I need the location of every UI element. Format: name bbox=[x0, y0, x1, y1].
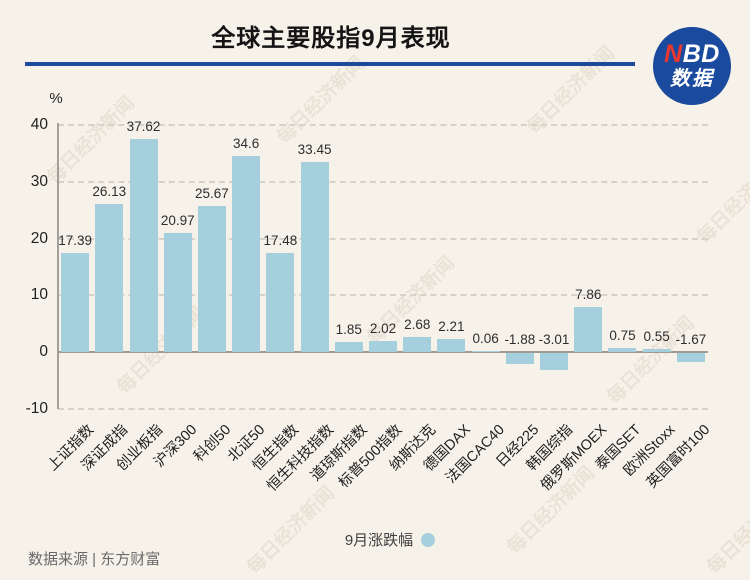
bar-value-label: 2.21 bbox=[438, 319, 465, 335]
bar-德国DAX bbox=[437, 339, 466, 352]
bar-value-label: -1.67 bbox=[675, 332, 707, 347]
y-axis-tick-label: 0 bbox=[39, 343, 48, 360]
nbd-logo: NBD 数据 bbox=[653, 27, 731, 105]
nbd-logo-n: N bbox=[664, 40, 683, 68]
bar-泰国SET bbox=[608, 347, 637, 352]
legend-marker-icon bbox=[421, 532, 436, 547]
bar-创业板指 bbox=[129, 138, 158, 352]
chart-title: 全球主要股指9月表现 bbox=[211, 25, 451, 52]
y-axis-tick-label: 30 bbox=[30, 172, 48, 190]
bar-沪深300 bbox=[163, 232, 192, 352]
bar-深证成指 bbox=[95, 203, 124, 352]
nbd-logo-bd: BD bbox=[682, 40, 720, 68]
gridline bbox=[58, 124, 708, 126]
title-divider bbox=[25, 62, 635, 66]
y-axis-tick-label: 10 bbox=[30, 286, 48, 304]
bar-韩国综指 bbox=[540, 353, 569, 371]
bar-日经225 bbox=[505, 353, 534, 364]
bar-道琼斯指数 bbox=[334, 341, 363, 352]
bar-英国富时100 bbox=[676, 353, 705, 363]
bar-value-label: 0.06 bbox=[472, 331, 499, 346]
bar-value-label: 26.13 bbox=[92, 183, 127, 199]
y-axis-tick-label: 40 bbox=[30, 116, 48, 133]
bar-value-label: 17.48 bbox=[263, 232, 298, 248]
nbd-logo-text: NBD bbox=[664, 41, 720, 67]
gridline bbox=[58, 180, 708, 183]
y-axis-unit-label: % bbox=[49, 90, 63, 107]
bar-科创50 bbox=[197, 206, 226, 352]
bar-value-label: 1.85 bbox=[335, 321, 362, 337]
legend-label: 9月涨跌幅 bbox=[344, 532, 414, 549]
gridline bbox=[58, 407, 708, 410]
bar-value-label: 20.97 bbox=[160, 212, 195, 228]
bar-value-label: 17.39 bbox=[58, 233, 92, 249]
bar-value-label: 34.6 bbox=[233, 135, 260, 151]
bar-value-label: 37.62 bbox=[126, 118, 161, 134]
bar-value-label: 33.45 bbox=[297, 142, 332, 158]
bar-恒生科技指数 bbox=[300, 162, 329, 352]
bar-value-label: 2.68 bbox=[404, 316, 431, 332]
nbd-logo-subtitle: 数据 bbox=[670, 68, 714, 90]
bar-北证50 bbox=[232, 155, 261, 352]
bar-value-label: 2.02 bbox=[369, 320, 397, 336]
bar-value-label: 25.67 bbox=[195, 186, 229, 202]
data-source: 数据来源 | 东方财富 bbox=[28, 551, 161, 568]
bar-value-label: 7.86 bbox=[575, 287, 602, 303]
legend: 9月涨跌幅 bbox=[0, 529, 750, 550]
gridline bbox=[58, 237, 708, 240]
bar-value-label: -1.88 bbox=[504, 332, 536, 347]
bar-纳斯达克 bbox=[403, 336, 432, 352]
bar-value-label: -3.01 bbox=[538, 332, 570, 347]
y-axis-tick-label: 20 bbox=[30, 229, 48, 247]
bar-法国CAC40 bbox=[471, 351, 500, 352]
bar-上证指数 bbox=[61, 253, 90, 352]
bar-value-label: 0.75 bbox=[609, 327, 636, 343]
y-axis-line bbox=[57, 123, 59, 409]
x-axis-category-label: 科创50 bbox=[190, 421, 235, 466]
y-axis-tick-label: -10 bbox=[25, 399, 48, 417]
bar-俄罗斯MOEX bbox=[574, 307, 603, 352]
bar-标普500指数 bbox=[369, 340, 397, 352]
bar-恒生指数 bbox=[266, 252, 295, 352]
gridline bbox=[58, 294, 708, 297]
bar-欧洲Stoxx bbox=[642, 348, 671, 352]
bar-value-label: 0.55 bbox=[643, 328, 670, 344]
zero-gridline bbox=[58, 351, 708, 353]
